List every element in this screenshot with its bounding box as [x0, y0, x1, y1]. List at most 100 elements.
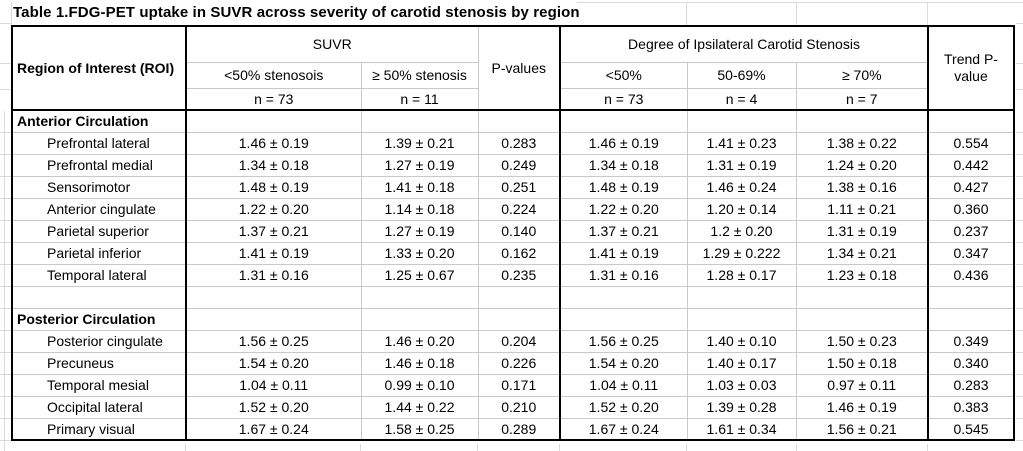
value-cell: 0.436 — [928, 264, 1014, 287]
value-cell — [796, 308, 929, 331]
value-cell: 1.48 ± 0.19 — [186, 176, 362, 199]
table-row: Sensorimotor 1.48 ± 0.19 1.41 ± 0.18 0.251 1… — [12, 176, 1014, 199]
gridline — [11, 2, 12, 25]
value-cell: 1.31 ± 0.16 — [186, 264, 362, 287]
roi-label: Parietal inferior — [12, 242, 187, 265]
value-cell: 1.67 ± 0.24 — [186, 418, 362, 440]
table-row: Temporal mesial 1.04 ± 0.11 0.99 ± 0.10 0.1… — [12, 374, 1014, 397]
value-cell: 1.14 ± 0.18 — [361, 198, 479, 221]
value-cell: 1.52 ± 0.20 — [560, 396, 688, 419]
value-cell: 1.20 ± 0.14 — [687, 198, 797, 221]
value-cell: 1.27 ± 0.19 — [361, 154, 479, 177]
gridline — [796, 444, 797, 451]
section-row: Posterior Circulation — [12, 308, 1014, 331]
value-cell — [687, 286, 797, 309]
value-cell: 1.41 ± 0.23 — [687, 132, 797, 155]
roi-label: Anterior cingulate — [12, 198, 187, 221]
value-cell: 1.46 ± 0.20 — [361, 330, 479, 353]
table-row: Parietal inferior 1.41 ± 0.19 1.33 ± 0.20 0… — [12, 242, 1014, 265]
value-cell: 0.283 — [478, 132, 561, 155]
stenosis-ge70-header: ≥ 70% — [796, 62, 929, 89]
gridline — [1016, 111, 1023, 442]
value-cell — [478, 110, 561, 133]
gridline — [477, 444, 478, 451]
roi-label: Posterior cingulate — [12, 330, 187, 353]
value-cell: 1.46 ± 0.19 — [560, 132, 688, 155]
value-cell: 0.140 — [478, 220, 561, 243]
value-cell: 1.41 ± 0.19 — [186, 242, 362, 265]
value-cell: 0.226 — [478, 352, 561, 375]
value-cell — [186, 308, 362, 331]
value-cell: 1.56 ± 0.25 — [186, 330, 362, 353]
table-row: Prefrontal medial 1.34 ± 0.18 1.27 ± 0.19 0… — [12, 154, 1014, 177]
value-cell: 0.360 — [928, 198, 1014, 221]
trend-pvalue-column-header: Trend P-value — [928, 26, 1014, 111]
value-cell — [478, 286, 561, 309]
gridline — [185, 444, 186, 451]
table-title: Table 1.FDG-PET uptake in SUVR across se… — [13, 4, 580, 21]
spacer-row — [12, 286, 1014, 309]
gridline — [927, 444, 928, 451]
value-cell — [361, 110, 479, 133]
value-cell: 1.52 ± 0.20 — [186, 396, 362, 419]
value-cell: 0.251 — [478, 176, 561, 199]
value-cell: 0.162 — [478, 242, 561, 265]
value-cell: 0.204 — [478, 330, 561, 353]
value-cell — [186, 110, 362, 133]
gridline — [1016, 23, 1023, 24]
gridline — [927, 2, 928, 25]
suvr-group-header: SUVR — [186, 26, 479, 63]
value-cell: 0.427 — [928, 176, 1014, 199]
stenosis-lt50-header: <50% — [560, 62, 688, 89]
value-cell: 0.442 — [928, 154, 1014, 177]
roi-label — [12, 286, 187, 309]
value-cell — [186, 286, 362, 309]
gridline — [577, 2, 1023, 3]
value-cell: 1.41 ± 0.18 — [361, 176, 479, 199]
roi-label: Prefrontal medial — [12, 154, 187, 177]
suvr-lt50-n: n = 73 — [186, 88, 362, 111]
value-cell: 0.249 — [478, 154, 561, 177]
value-cell — [560, 286, 688, 309]
value-cell: 1.54 ± 0.20 — [560, 352, 688, 375]
roi-column-header: Region of Interest (ROI) — [12, 26, 187, 111]
section-label: Anterior Circulation — [12, 110, 187, 133]
value-cell — [796, 110, 929, 133]
value-cell — [796, 286, 929, 309]
table-row: Parietal superior 1.37 ± 0.21 1.27 ± 0.19 0… — [12, 220, 1014, 243]
value-cell: 1.34 ± 0.18 — [560, 154, 688, 177]
value-cell: 1.34 ± 0.18 — [186, 154, 362, 177]
suvr-lt50-header: <50% stenosois — [186, 62, 362, 89]
value-cell: 1.37 ± 0.21 — [186, 220, 362, 243]
value-cell: 1.48 ± 0.19 — [560, 176, 688, 199]
value-cell: 0.349 — [928, 330, 1014, 353]
value-cell: 0.383 — [928, 396, 1014, 419]
value-cell: 1.38 ± 0.22 — [796, 132, 929, 155]
value-cell: 1.33 ± 0.20 — [361, 242, 479, 265]
stenosis-group-header: Degree of Ipsilateral Carotid Stenosis — [560, 26, 929, 63]
gridline — [559, 444, 560, 451]
roi-label: Precuneus — [12, 352, 187, 375]
value-cell: 1.23 ± 0.18 — [796, 264, 929, 287]
value-cell: 0.545 — [953, 420, 989, 437]
value-cell — [478, 308, 561, 331]
value-cell: 0.340 — [928, 352, 1014, 375]
value-cell: 1.2 ± 0.20 — [687, 220, 797, 243]
value-cell — [361, 286, 479, 309]
value-cell: 1.50 ± 0.18 — [796, 352, 929, 375]
value-cell: 0.289 — [478, 418, 561, 440]
value-cell: 1.27 ± 0.19 — [361, 220, 479, 243]
value-cell: 0.171 — [478, 374, 561, 397]
value-cell: 1.29 ± 0.222 — [687, 242, 797, 265]
suvr-ge50-header: ≥ 50% stenosis — [361, 62, 479, 89]
value-cell: 1.44 ± 0.22 — [361, 396, 479, 419]
roi-label: Parietal superior — [12, 220, 187, 243]
roi-label: Temporal mesial — [12, 374, 187, 397]
value-cell: 1.28 ± 0.17 — [687, 264, 797, 287]
stenosis-50-69-n: n = 4 — [687, 88, 797, 111]
value-cell: 1.40 ± 0.17 — [687, 352, 797, 375]
table-row: Temporal lateral 1.31 ± 0.16 1.25 ± 0.67 0.… — [12, 264, 1014, 287]
value-cell: 1.25 ± 0.67 — [361, 264, 479, 287]
roi-label: Occipital lateral — [12, 396, 187, 419]
value-cell — [560, 110, 688, 133]
